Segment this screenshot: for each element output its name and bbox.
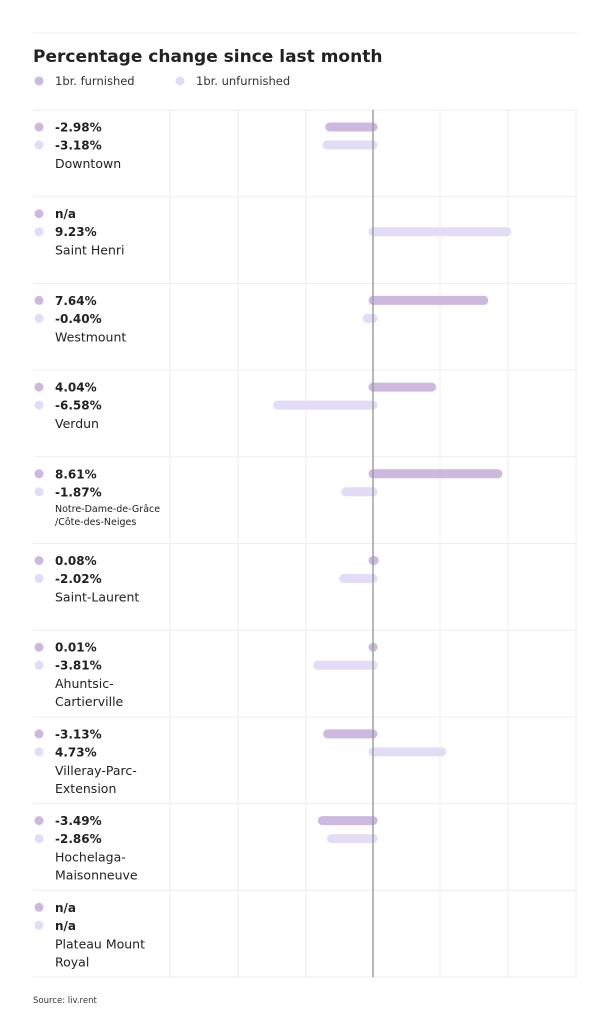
series-dot (34, 400, 44, 410)
value-label: -6.58% (55, 399, 102, 413)
category-label: Villeray-Parc- (55, 763, 137, 778)
value-label: -3.49% (55, 814, 102, 828)
series-dot (34, 556, 44, 565)
value-label: -2.02% (55, 572, 102, 586)
value-label: -2.86% (55, 832, 102, 846)
category-label: Downtown (55, 156, 121, 171)
row-verdun: 4.04% -6.58% Verdun (34, 381, 437, 431)
series-dot (34, 816, 44, 826)
chart-title: Percentage change since last month (33, 47, 382, 67)
row-ahuntsic-cartierville: 0.01% -3.81% Ahuntsic- Cartierville (34, 641, 378, 709)
category-label: Hochelaga- (55, 850, 126, 865)
category-label: Royal (55, 954, 89, 969)
value-label: -3.13% (55, 727, 102, 741)
row-saint-henri: n/a 9.23% Saint Henri (34, 207, 512, 258)
category-label: Saint-Laurent (55, 590, 139, 605)
series-dot (34, 729, 44, 739)
series-dot (34, 834, 44, 844)
series-dot (34, 382, 44, 392)
legend: 1br. furnished 1br. unfurnished (34, 74, 290, 88)
source-note: Source: liv.rent (33, 996, 97, 1006)
value-label: n/a (55, 901, 76, 915)
series-dot (34, 920, 44, 930)
category-label: Cartierville (55, 694, 124, 709)
row-hochelaga-maisonneuve: -3.49% -2.86% Hochelaga- Maisonneuve (34, 814, 378, 883)
value-label: 7.64% (55, 294, 97, 308)
grid (33, 109, 577, 978)
value-label: 0.01% (55, 641, 97, 655)
value-label: -2.98% (55, 121, 102, 135)
row-saint-laurent: 0.08% -2.02% Saint-Laurent (34, 554, 379, 605)
row-westmount: 7.64% -0.40% Westmount (34, 294, 489, 344)
category-label: Verdun (55, 416, 99, 431)
series-dot (34, 209, 44, 219)
series-dot (34, 660, 44, 670)
category-label: Westmount (55, 329, 126, 344)
legend-label-unfurnished: 1br. unfurnished (196, 74, 290, 88)
legend-swatch-furnished (34, 76, 44, 86)
row-downtown: -2.98% -3.18% Downtown (34, 121, 378, 171)
series-dot (34, 313, 44, 323)
category-label: Plateau Mount (55, 936, 145, 951)
series-dot (34, 122, 44, 132)
value-label: -3.18% (55, 139, 102, 153)
series-dot (34, 574, 44, 583)
value-label: -0.40% (55, 312, 102, 326)
value-label: -3.81% (55, 659, 102, 673)
value-label: n/a (55, 919, 76, 933)
category-label: Extension (55, 781, 116, 796)
series-dot (34, 747, 44, 757)
category-label: Maisonneuve (55, 868, 138, 883)
series-dot (34, 487, 44, 497)
series-dot (34, 295, 44, 305)
chart-rows: -2.98% -3.18% Downtown n/a 9.23% Saint Henri 7… (34, 121, 512, 969)
series-dot (34, 902, 44, 912)
value-label: n/a (55, 207, 76, 221)
value-label: 0.08% (55, 554, 97, 568)
legend-swatch-unfurnished (175, 76, 185, 86)
row-villeray-parc-extension: -3.13% 4.73% Villeray-Parc- Extension (34, 727, 447, 796)
row-notre-dame-de-gr-ce-c-te-des-neiges: 8.61% -1.87% Notre-Dame-de-Grâce/Côte-des-… (34, 467, 503, 528)
series-dot (34, 642, 44, 652)
value-label: 9.23% (55, 225, 97, 239)
value-label: -1.87% (55, 485, 102, 499)
legend-label-furnished: 1br. furnished (55, 74, 135, 88)
value-label: 8.61% (55, 467, 97, 481)
category-label: Ahuntsic- (55, 676, 114, 691)
category-label: Notre-Dame-de-Grâce (55, 504, 160, 515)
category-label: Saint Henri (55, 243, 125, 258)
row-plateau-mount-royal: n/a n/a Plateau Mount Royal (34, 901, 145, 969)
series-dot (34, 227, 44, 237)
value-label: 4.73% (55, 745, 97, 759)
value-label: 4.04% (55, 381, 97, 395)
series-dot (34, 469, 44, 479)
category-label: /Côte-des-Neiges (55, 517, 136, 528)
series-dot (34, 140, 44, 150)
